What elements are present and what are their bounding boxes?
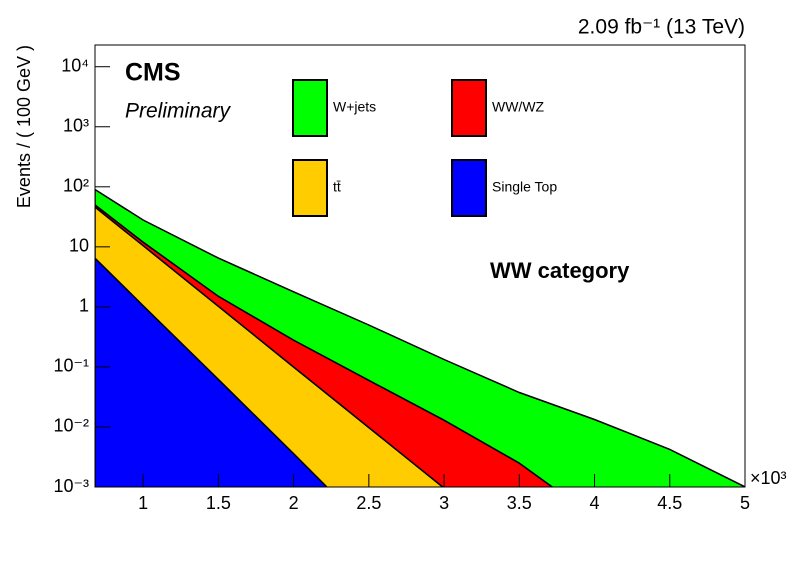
y-tick-label: 10⁴ — [61, 55, 89, 75]
experiment-label: CMS — [125, 59, 181, 87]
x-tick-label: 3.5 — [507, 493, 532, 513]
x-multiplier: ×10³ — [750, 468, 787, 488]
legend-swatch — [451, 159, 487, 217]
legend-swatch — [451, 79, 487, 137]
plot-frame — [94, 44, 746, 488]
y-tick-label: 10⁻² — [53, 416, 89, 436]
x-tick-label: 3 — [439, 493, 449, 513]
x-tick-label: 5 — [740, 493, 750, 513]
x-tick-label: 2.5 — [356, 493, 381, 513]
x-tick-label: 4.5 — [657, 493, 682, 513]
x-tick-label: 4 — [590, 493, 600, 513]
y-axis-label: Events / ( 100 GeV ) — [14, 45, 34, 208]
y-tick-label: 10 — [69, 236, 89, 256]
legend-swatch — [292, 159, 328, 217]
plot-area — [95, 188, 745, 487]
x-tick-label: 1.5 — [206, 493, 231, 513]
legend-label: W+jets — [333, 99, 376, 115]
legend-swatch — [292, 79, 328, 137]
legend-label: WW/WZ — [492, 99, 545, 115]
status-label: Preliminary — [125, 100, 232, 123]
y-tick-label: 10² — [63, 176, 89, 196]
area — [95, 188, 745, 487]
y-tick-label: 10³ — [63, 116, 89, 136]
y-tick-label: 1 — [79, 296, 89, 316]
x-tick-label: 1 — [138, 493, 148, 513]
y-tick-label: 10⁻³ — [53, 476, 89, 496]
legend-label: tt̄ — [333, 179, 341, 195]
chart-title: 2.09 fb⁻¹ (13 TeV) — [578, 16, 745, 39]
legend-label: Single Top — [492, 179, 557, 195]
x-tick-label: 2 — [289, 493, 299, 513]
annotation: WW category — [490, 258, 630, 283]
y-tick-label: 10⁻¹ — [53, 356, 89, 376]
